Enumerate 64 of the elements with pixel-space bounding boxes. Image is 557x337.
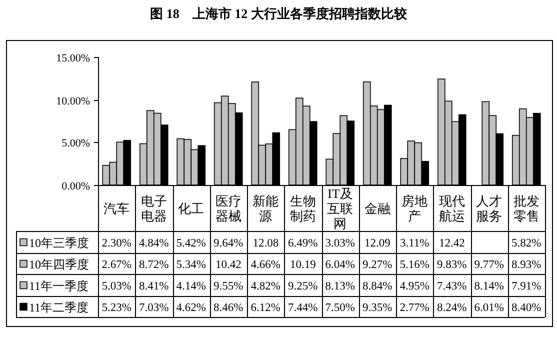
x-tick-label: 房地产: [402, 194, 428, 224]
data-label: 6.04%: [325, 258, 356, 271]
data-label: 7.03%: [139, 302, 170, 314]
data-label: 8.41%: [139, 280, 170, 292]
data-label: 9.64%: [214, 237, 244, 250]
data-label: 9.25%: [288, 280, 318, 292]
data-label: 9.27%: [362, 258, 393, 271]
x-tick-label: 汽车: [104, 201, 130, 216]
data-label: 12.08: [252, 237, 279, 250]
data-label: 8.72%: [139, 258, 170, 271]
y-tick-label: 15.00%: [56, 52, 90, 64]
data-label: 3.03%: [325, 237, 356, 250]
data-label: 4.14%: [176, 280, 206, 292]
x-tick-label: 电子电器: [140, 194, 167, 224]
data-label: 5.23%: [102, 302, 132, 314]
data-label: 5.82%: [512, 237, 542, 250]
data-label: 7.91%: [512, 280, 542, 292]
x-tick-label: 化工: [178, 201, 204, 216]
data-label: 10.19: [290, 258, 316, 271]
x-tick-label: 生物制药: [290, 194, 316, 224]
data-label: 7.43%: [437, 280, 468, 292]
data-label: 8.13%: [325, 280, 356, 292]
data-label: 4.62%: [176, 302, 206, 314]
x-tick-label: IT及互联网: [327, 186, 354, 231]
data-label: 12.09: [364, 237, 391, 250]
y-tick-label: 0.00%: [62, 180, 90, 192]
x-tick-label: 批发零售: [513, 194, 540, 224]
data-label: 5.34%: [176, 258, 206, 271]
data-label: 6.49%: [288, 237, 318, 250]
data-label: 8.14%: [474, 280, 504, 292]
data-label: 5.16%: [400, 258, 430, 271]
data-label: 7.50%: [325, 302, 356, 314]
data-label: 3.11%: [400, 237, 430, 250]
x-tick-label: 医疗器械: [215, 194, 242, 224]
data-label: 8.84%: [362, 280, 393, 292]
data-label: 8.46%: [214, 302, 244, 314]
data-label: 8.24%: [437, 302, 468, 314]
data-label: 4.84%: [139, 237, 170, 250]
data-label: 8.40%: [512, 302, 542, 314]
x-tick-label: 金融: [364, 201, 390, 216]
data-label: 10.42: [215, 258, 242, 271]
data-label: 2.30%: [102, 237, 132, 250]
data-label: 5.03%: [102, 280, 132, 292]
data-label: 9.35%: [362, 302, 393, 314]
chart-title: 图 18 上海市 12 大行业各季度招聘指数比较: [150, 6, 408, 21]
data-label: 9.55%: [214, 280, 244, 292]
data-label: 6.12%: [250, 302, 281, 314]
x-tick-label: 人才服务: [476, 194, 502, 224]
x-tick-label: 新能源: [252, 194, 279, 224]
data-label: 6.01%: [474, 302, 504, 314]
data-label: 9.83%: [437, 258, 468, 271]
x-tick-label: 现代航运: [438, 194, 465, 224]
data-label: 2.77%: [400, 302, 430, 314]
data-label: 9.77%: [474, 258, 504, 271]
data-label: 2.67%: [102, 258, 132, 271]
data-label: 7.44%: [288, 302, 318, 314]
y-tick-label: 10.00%: [56, 96, 90, 108]
data-label: 12.42: [438, 237, 466, 250]
data-label: 8.93%: [512, 258, 542, 271]
data-label: 4.82%: [250, 280, 281, 292]
data-label: 4.66%: [250, 258, 281, 271]
y-tick-label: 5.00%: [62, 138, 90, 150]
data-label: 5.42%: [176, 237, 206, 250]
data-label: 4.95%: [400, 280, 430, 292]
